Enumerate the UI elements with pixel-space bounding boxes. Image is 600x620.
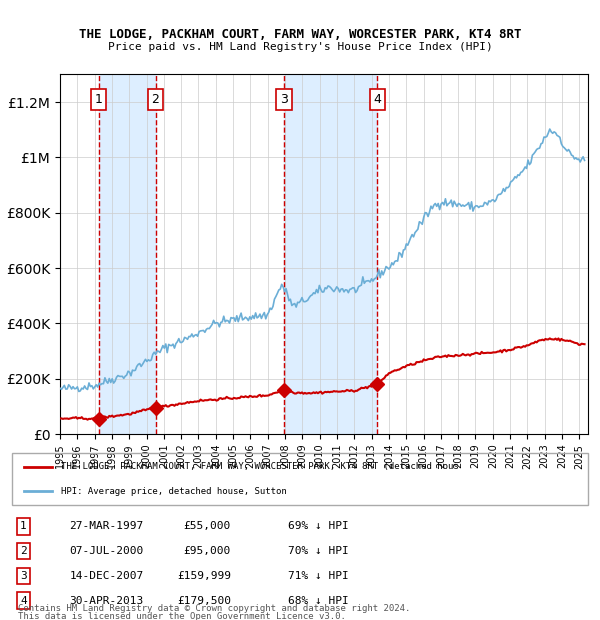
Text: £95,000: £95,000 [184, 546, 231, 556]
Text: This data is licensed under the Open Government Licence v3.0.: This data is licensed under the Open Gov… [18, 612, 346, 620]
Text: 30-APR-2013: 30-APR-2013 [70, 596, 144, 606]
Text: 2: 2 [152, 93, 160, 106]
Text: 27-MAR-1997: 27-MAR-1997 [70, 521, 144, 531]
Text: HPI: Average price, detached house, Sutton: HPI: Average price, detached house, Sutt… [61, 487, 287, 495]
Text: 4: 4 [373, 93, 381, 106]
Text: 68% ↓ HPI: 68% ↓ HPI [289, 596, 349, 606]
Text: 07-JUL-2000: 07-JUL-2000 [70, 546, 144, 556]
Text: 14-DEC-2007: 14-DEC-2007 [70, 571, 144, 581]
Text: 4: 4 [20, 596, 27, 606]
Text: 2: 2 [20, 546, 27, 556]
Text: 1: 1 [95, 93, 103, 106]
Text: 71% ↓ HPI: 71% ↓ HPI [289, 571, 349, 581]
Text: 3: 3 [20, 571, 27, 581]
Text: 1: 1 [20, 521, 27, 531]
Text: Price paid vs. HM Land Registry's House Price Index (HPI): Price paid vs. HM Land Registry's House … [107, 42, 493, 52]
Text: 70% ↓ HPI: 70% ↓ HPI [289, 546, 349, 556]
Text: £159,999: £159,999 [177, 571, 231, 581]
Text: THE LODGE, PACKHAM COURT, FARM WAY, WORCESTER PARK, KT4 8RT (detached hous: THE LODGE, PACKHAM COURT, FARM WAY, WORC… [61, 463, 459, 471]
Bar [98, 74, 155, 434]
Text: £55,000: £55,000 [184, 521, 231, 531]
Text: £179,500: £179,500 [177, 596, 231, 606]
Text: THE LODGE, PACKHAM COURT, FARM WAY, WORCESTER PARK, KT4 8RT: THE LODGE, PACKHAM COURT, FARM WAY, WORC… [79, 28, 521, 41]
Text: 69% ↓ HPI: 69% ↓ HPI [289, 521, 349, 531]
Text: Contains HM Land Registry data © Crown copyright and database right 2024.: Contains HM Land Registry data © Crown c… [18, 604, 410, 613]
Bar [284, 74, 377, 434]
Text: 3: 3 [280, 93, 288, 106]
